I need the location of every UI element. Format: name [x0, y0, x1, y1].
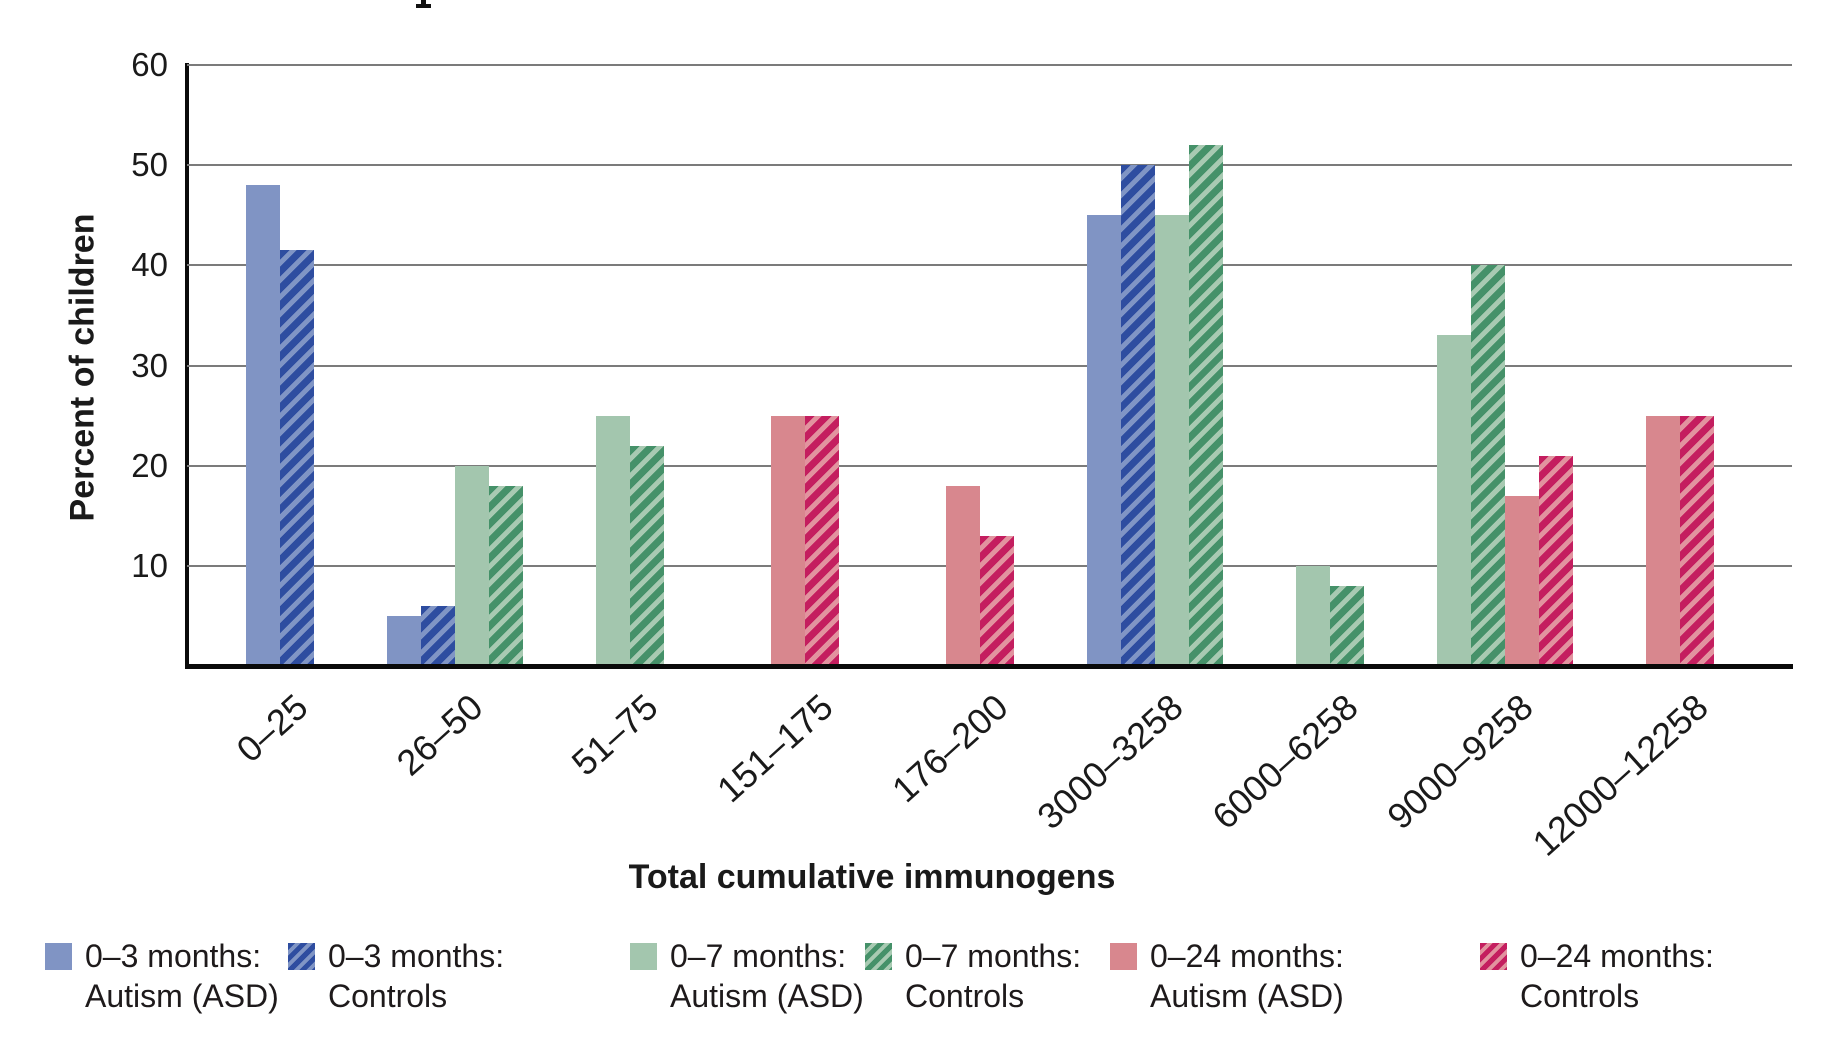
- legend-swatch-solid: [1110, 943, 1137, 970]
- bar-0–25: [246, 185, 280, 666]
- legend-label: 0–3 months: Controls: [328, 938, 505, 1014]
- legend-label: 0–24 months: Controls: [1520, 938, 1714, 1014]
- bar-9000–9258: [1505, 495, 1539, 666]
- gridline: [187, 364, 1792, 367]
- bar-151–175: [771, 415, 805, 666]
- bar-3000–3258: [1155, 215, 1189, 666]
- legend-label: 0–7 months: Controls: [905, 938, 1082, 1014]
- gridline: [187, 264, 1792, 267]
- y-tick-label: 50: [131, 146, 168, 184]
- bar-6000–6258: [1330, 585, 1364, 666]
- bar-26–50: [455, 465, 489, 666]
- x-tick-label: 151–175: [708, 686, 841, 811]
- x-tick-label: 9000–9258: [1379, 686, 1541, 838]
- x-tick-label: 51–75: [563, 686, 666, 784]
- bar-3000–3258: [1087, 215, 1121, 666]
- bar-12000–12258: [1646, 415, 1680, 666]
- cropped-text-fragment: [416, 4, 431, 8]
- legend-entry: 0–3 months: Autism (ASD): [45, 936, 279, 1016]
- y-tick-label: 40: [131, 246, 168, 284]
- bar-26–50: [387, 615, 421, 666]
- legend-label: 0–7 months: Autism (ASD): [670, 938, 864, 1014]
- legend-swatch-hatched: [865, 943, 892, 970]
- x-axis-title: Total cumulative immunogens: [628, 858, 1116, 896]
- bar-3000–3258: [1121, 165, 1155, 666]
- bar-12000–12258: [1680, 415, 1714, 666]
- x-tick-label: 3000–3258: [1029, 686, 1191, 838]
- x-axis-line: [185, 664, 1793, 669]
- bar-26–50: [421, 605, 455, 666]
- x-tick-label: 6000–6258: [1204, 686, 1366, 838]
- legend-swatch-hatched: [1480, 943, 1507, 970]
- bar-3000–3258: [1189, 145, 1223, 666]
- bar-9000–9258: [1539, 455, 1573, 666]
- legend-entry: 0–7 months: Controls: [865, 936, 1081, 1016]
- legend-label: 0–24 months: Autism (ASD): [1150, 938, 1344, 1014]
- legend-entry: 0–3 months: Controls: [288, 936, 504, 1016]
- bar-176–200: [980, 535, 1014, 666]
- gridline: [187, 64, 1792, 66]
- gridline: [187, 464, 1792, 467]
- bar-9000–9258: [1471, 265, 1505, 666]
- y-tick-label: 30: [131, 346, 168, 384]
- x-tick-label: 176–200: [883, 686, 1016, 811]
- bar-51–75: [630, 445, 664, 666]
- y-axis-title: Percent of children: [63, 213, 102, 522]
- bar-26–50: [489, 485, 523, 666]
- legend-entry: 0–24 months: Controls: [1480, 936, 1714, 1016]
- gridline: [187, 164, 1792, 167]
- legend-swatch-solid: [630, 943, 657, 970]
- legend-entry: 0–24 months: Autism (ASD): [1110, 936, 1344, 1016]
- y-tick-label: 10: [131, 546, 168, 584]
- x-tick-label: 26–50: [388, 686, 491, 784]
- legend-label: 0–3 months: Autism (ASD): [85, 938, 279, 1014]
- y-tick-label: 60: [131, 46, 168, 83]
- y-tick-label: 20: [131, 446, 168, 484]
- cropped-text-fragment: [421, 0, 426, 5]
- bar-0–25: [280, 250, 314, 666]
- legend-entry: 0–7 months: Autism (ASD): [630, 936, 864, 1016]
- legend-swatch-solid: [45, 943, 72, 970]
- x-tick-label: 0–25: [228, 686, 316, 771]
- legend-swatch-hatched: [288, 943, 315, 970]
- bar-6000–6258: [1296, 565, 1330, 666]
- x-tick-label: 12000–12258: [1524, 686, 1716, 864]
- bar-9000–9258: [1437, 335, 1471, 666]
- bar-51–75: [596, 415, 630, 666]
- bar-151–175: [805, 415, 839, 666]
- bar-176–200: [946, 485, 980, 666]
